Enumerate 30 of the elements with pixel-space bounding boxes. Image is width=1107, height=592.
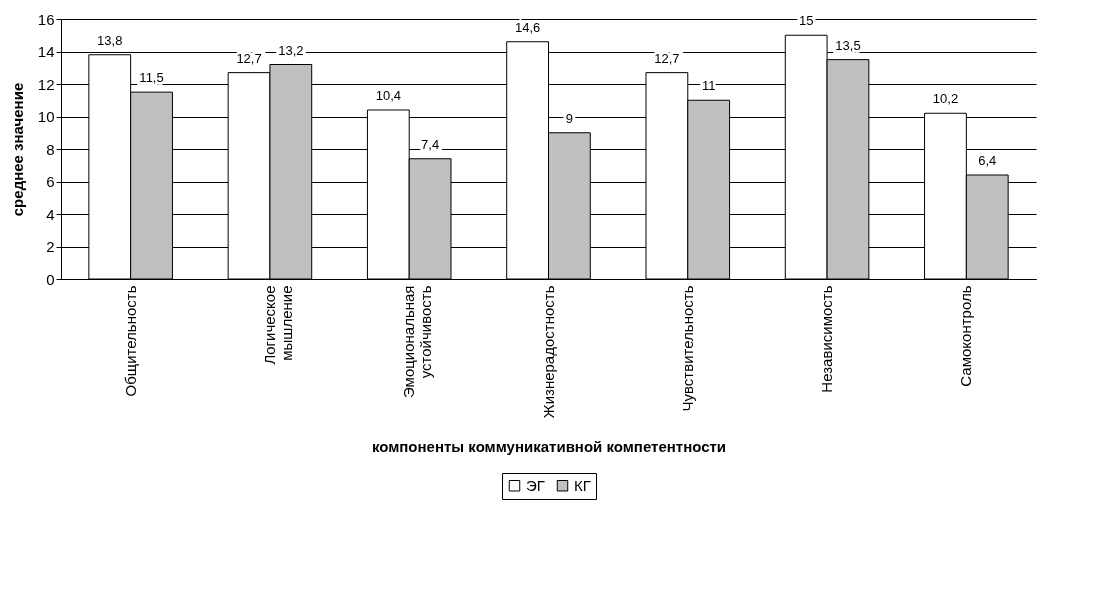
data-label: 10,4 xyxy=(375,88,401,103)
y-tick-label: 12 xyxy=(37,75,55,93)
y-tick-label: 6 xyxy=(46,173,55,190)
x-tick-label: Эмоциональная устойчивость xyxy=(400,285,435,399)
y-tick-label: 4 xyxy=(46,205,55,223)
data-label: 6,4 xyxy=(978,153,997,168)
legend-label: ЭГ xyxy=(526,476,545,494)
x-tick-label: Чувствительность xyxy=(678,285,696,412)
data-label: 14,6 xyxy=(514,19,541,35)
y-tick-label: 8 xyxy=(46,140,55,158)
x-tick-label: Логическое мышление xyxy=(260,285,295,365)
y-axis-title: среднее значение xyxy=(8,82,26,217)
x-axis-title: компоненты коммуникативной компетентности xyxy=(371,438,727,456)
x-tick-label: Общительность xyxy=(121,285,139,397)
y-tick-label: 16 xyxy=(37,10,55,28)
y-tick-label: 0 xyxy=(46,270,55,288)
x-tick-label: Независимость xyxy=(818,285,836,393)
data-label: 13,8 xyxy=(97,32,123,48)
legend-label: КГ xyxy=(574,476,591,494)
data-label: 12,7 xyxy=(236,50,262,66)
x-tick-label: Самоконтроль xyxy=(957,285,975,387)
data-label: 12,7 xyxy=(654,50,680,66)
data-label: 10,2 xyxy=(932,91,959,107)
x-tick-label: Жизнерадостность xyxy=(539,285,557,419)
y-tick-label: 14 xyxy=(37,43,55,60)
data-label: 13,5 xyxy=(835,37,861,53)
data-label: 11,5 xyxy=(139,70,164,86)
y-tick-label: 10 xyxy=(37,108,55,125)
y-tick-label: 2 xyxy=(46,238,55,255)
data-label: 7,4 xyxy=(421,136,440,152)
